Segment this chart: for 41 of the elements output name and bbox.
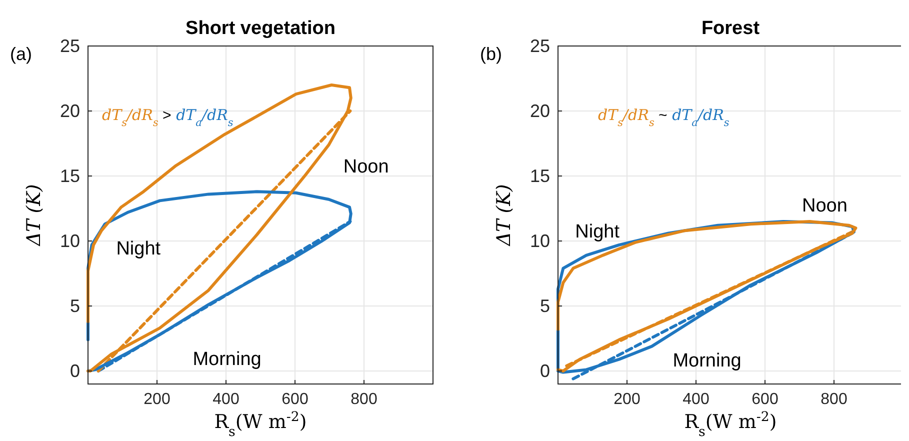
y-tick-label: 0 <box>70 361 80 381</box>
y-tick-label: 10 <box>60 231 80 251</box>
annotation: dT$_{a}$/dR$_{s}$ <box>672 106 730 129</box>
chart-title: Short vegetation <box>186 18 336 39</box>
y-tick-label: 25 <box>60 36 80 56</box>
x-tick-label: 200 <box>614 391 640 408</box>
annotation: Night <box>116 238 162 260</box>
annotation: dT$_{a}$/dR$_{s}$ <box>176 106 234 129</box>
y-tick-label: 5 <box>540 296 550 316</box>
text: (b) <box>480 44 502 64</box>
annotation: Morning <box>672 350 742 372</box>
annotation: dT$_{s}$/dR$_{s}$ <box>102 106 159 129</box>
text: (a) <box>10 44 32 64</box>
x-axis-title: R$_{s}$(W m$^{-2}$) <box>214 410 307 440</box>
annotation: > <box>162 107 172 124</box>
x-tick-label: 800 <box>820 391 848 408</box>
x-axis-title: R$_{s}$(W m$^{-2}$) <box>684 410 777 440</box>
x-tick-label: 600 <box>752 391 778 408</box>
y-tick-label: 5 <box>70 296 80 316</box>
line-series <box>86 190 352 372</box>
x-tick-label: 600 <box>282 391 308 408</box>
y-tick-label: 20 <box>60 101 80 121</box>
annotation: Noon <box>802 196 848 217</box>
y-tick-label: 20 <box>530 101 550 121</box>
y-tick-label: 0 <box>540 361 550 381</box>
annotation: dT$_{s}$/dR$_{s}$ <box>598 106 655 129</box>
x-tick-label: 800 <box>350 391 378 408</box>
y-tick-label: 10 <box>530 231 550 251</box>
x-tick-label: 400 <box>682 391 710 408</box>
y-axis-title: ΔT (K) <box>493 184 515 247</box>
y-tick-label: 25 <box>530 36 550 56</box>
chart-title: Forest <box>701 18 760 39</box>
y-axis-title: ΔT (K) <box>23 184 45 247</box>
y-tick-label: 15 <box>60 166 80 186</box>
x-tick-label: 400 <box>212 391 240 408</box>
x-tick-label: 200 <box>144 391 170 408</box>
y-tick-label: 15 <box>530 166 550 186</box>
annotation: Noon <box>343 156 389 178</box>
annotation: Morning <box>192 348 262 370</box>
annotation: Night <box>575 222 620 243</box>
annotation: ~ <box>658 107 668 124</box>
